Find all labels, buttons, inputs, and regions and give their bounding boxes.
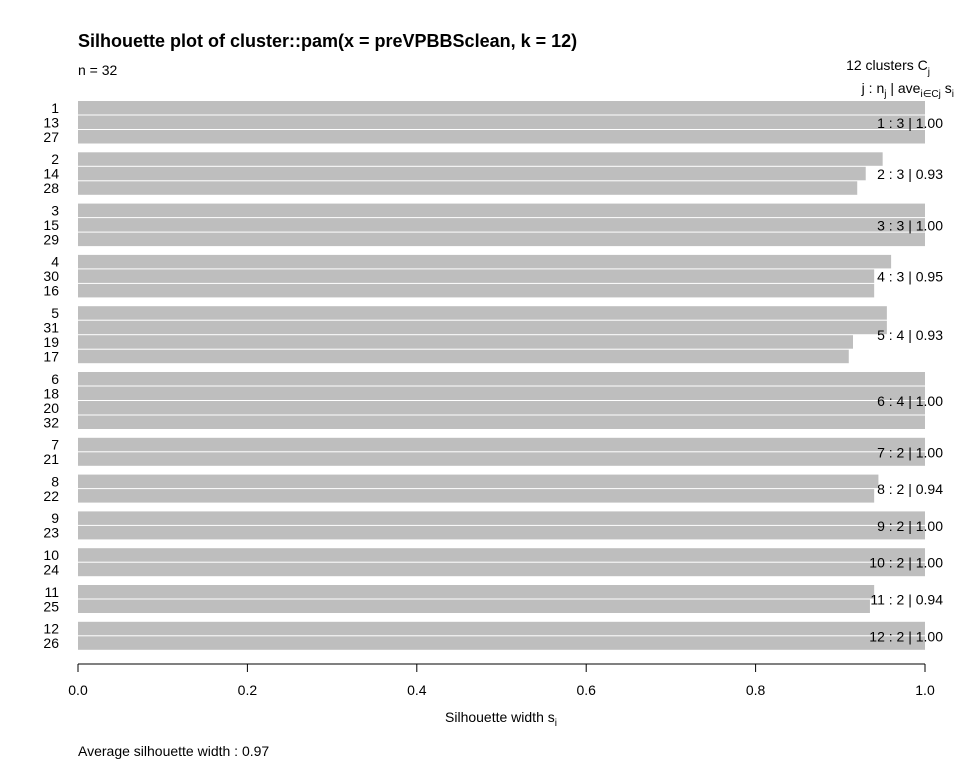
cluster-summary-label: 9 : 2 | 1.00 <box>877 518 943 534</box>
silhouette-bar <box>78 218 925 232</box>
x-tick-label: 0.8 <box>746 682 766 698</box>
observation-label: 13 <box>43 114 59 130</box>
silhouette-bar <box>78 283 875 298</box>
x-tick-label: 0.0 <box>68 682 88 698</box>
silhouette-bar <box>78 203 925 218</box>
silhouette-bar <box>78 349 849 364</box>
cluster-summary-label: 8 : 2 | 0.94 <box>877 481 943 497</box>
observation-label: 18 <box>43 385 59 401</box>
observation-label: 15 <box>43 217 59 233</box>
observation-label: 20 <box>43 400 59 416</box>
observation-label: 10 <box>43 547 59 563</box>
x-tick-label: 1.0 <box>915 682 935 698</box>
cluster-summary-label: 12 : 2 | 1.00 <box>869 628 943 644</box>
observation-label: 28 <box>43 180 59 196</box>
observation-label: 31 <box>43 319 59 335</box>
chart-title: Silhouette plot of cluster::pam(x = preV… <box>78 31 577 51</box>
x-tick-label: 0.4 <box>407 682 427 698</box>
silhouette-bar <box>78 115 925 129</box>
silhouette-bar <box>78 548 925 562</box>
silhouette-bar <box>78 152 883 166</box>
average-silhouette-width: Average silhouette width : 0.97 <box>78 743 269 759</box>
silhouette-bar <box>78 269 875 283</box>
cluster-summary-label: 4 : 3 | 0.95 <box>877 269 943 285</box>
silhouette-bar <box>78 474 879 489</box>
silhouette-bar <box>78 452 925 466</box>
silhouette-bar <box>78 511 925 525</box>
silhouette-bar <box>78 335 853 349</box>
observation-label: 5 <box>51 305 59 321</box>
observation-label: 14 <box>43 166 59 182</box>
silhouette-bar <box>78 181 858 195</box>
silhouette-bar <box>78 599 870 613</box>
observation-label: 7 <box>51 437 59 453</box>
x-tick-label: 0.6 <box>576 682 596 698</box>
silhouette-bar <box>78 372 925 386</box>
silhouette-bar <box>78 306 887 320</box>
observation-label: 24 <box>43 561 59 577</box>
silhouette-bar <box>78 166 866 181</box>
silhouette-bar <box>78 636 925 650</box>
cluster-summary-label: 5 : 4 | 0.93 <box>877 327 943 343</box>
cluster-labels-group: 1 : 3 | 1.00 2 : 3 | 0.93 3 : 3 | 1.00 4 : … <box>869 115 943 645</box>
silhouette-bar <box>78 525 925 540</box>
observation-label: 2 <box>51 151 59 167</box>
observation-label: 16 <box>43 283 59 299</box>
silhouette-bar <box>78 386 925 400</box>
observation-label: 23 <box>43 525 59 541</box>
observation-label: 19 <box>43 334 59 350</box>
observation-label: 30 <box>43 268 59 284</box>
observation-label: 12 <box>43 621 59 637</box>
observation-label: 27 <box>43 129 59 145</box>
cluster-summary-label: 2 : 3 | 0.93 <box>877 166 943 182</box>
observation-label: 22 <box>43 488 59 504</box>
observation-label: 25 <box>43 598 59 614</box>
cluster-summary-label: 10 : 2 | 1.00 <box>869 555 943 571</box>
cluster-summary-label: 6 : 4 | 1.00 <box>877 393 943 409</box>
observation-label: 32 <box>43 414 59 430</box>
observation-label: 17 <box>43 348 59 364</box>
silhouette-bar <box>78 401 925 415</box>
cluster-summary-label: 7 : 2 | 1.00 <box>877 444 943 460</box>
observation-label: 3 <box>51 202 59 218</box>
observation-label: 6 <box>51 371 59 387</box>
silhouette-bar <box>78 415 925 429</box>
cluster-summary-label: 3 : 3 | 1.00 <box>877 217 943 233</box>
observation-label: 29 <box>43 231 59 247</box>
silhouette-bar <box>78 232 925 247</box>
observation-label: 8 <box>51 473 59 489</box>
silhouette-bar <box>78 585 875 599</box>
bars-group <box>78 101 925 650</box>
silhouette-bar <box>78 320 887 335</box>
x-axis-label: Silhouette width si <box>445 709 557 729</box>
x-tick-label: 0.2 <box>238 682 258 698</box>
observation-label: 21 <box>43 451 59 467</box>
columns-header: j : nj | avei∈Cj si <box>861 80 954 100</box>
cluster-summary-label: 11 : 2 | 0.94 <box>870 592 943 608</box>
silhouette-bar <box>78 101 925 115</box>
silhouette-bar <box>78 437 925 452</box>
silhouette-bar <box>78 130 925 144</box>
observation-label: 11 <box>44 584 59 600</box>
n-label: n = 32 <box>78 62 118 78</box>
x-axis: 0.0 0.2 0.4 0.6 0.8 1.0 <box>68 663 935 698</box>
silhouette-bar <box>78 562 925 577</box>
clusters-header: 12 clusters Cj <box>846 57 930 78</box>
cluster-summary-label: 1 : 3 | 1.00 <box>877 115 943 131</box>
observation-label: 4 <box>51 254 59 270</box>
silhouette-bar <box>78 621 925 636</box>
observation-label: 26 <box>43 635 59 651</box>
silhouette-bar <box>78 489 875 503</box>
observation-label: 1 <box>51 100 59 116</box>
silhouette-bar <box>78 254 892 269</box>
observation-label: 9 <box>51 510 59 526</box>
